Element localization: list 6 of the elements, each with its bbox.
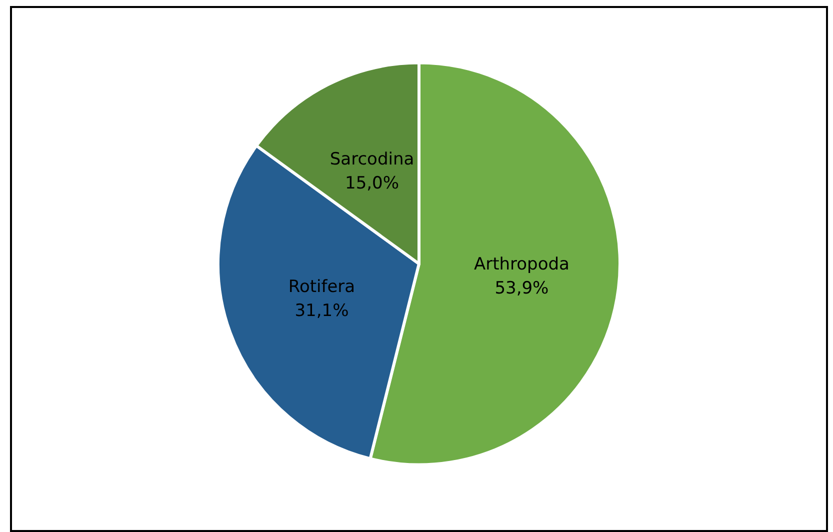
slice-label: Arthropoda — [474, 254, 570, 274]
slice-label: Sarcodina — [330, 150, 414, 170]
slice-label: Rotifera — [288, 277, 356, 298]
data-label: 15,0% — [345, 174, 400, 194]
data-label: 31,1% — [294, 301, 349, 322]
data-label: 53,9% — [494, 278, 549, 298]
